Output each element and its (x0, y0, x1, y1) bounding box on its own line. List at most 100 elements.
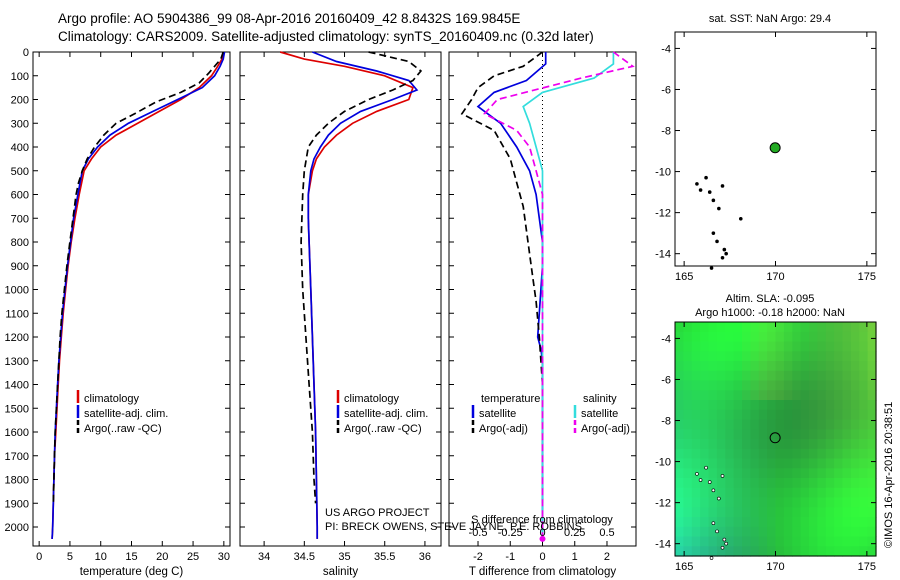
heatmap-cell (767, 478, 777, 489)
heatmap-cell (825, 487, 835, 499)
heatmap-cell (750, 507, 760, 518)
heatmap-cell (767, 507, 777, 518)
heatmap-cell (700, 497, 710, 508)
heatmap-cell (725, 409, 735, 421)
heatmap-cell (817, 400, 827, 411)
heatmap-cell (742, 361, 751, 372)
heatmap-cell (691, 361, 701, 372)
heatmap-cell (708, 409, 718, 421)
heatmap-cell (758, 419, 768, 430)
heatmap-cell (792, 370, 802, 382)
heatmap-cell (683, 380, 693, 391)
heatmap-cell (683, 507, 693, 518)
heatmap-cell (850, 370, 860, 382)
heatmap-cell (683, 497, 693, 508)
x-tick-label: 2 (604, 551, 610, 563)
heatmap-cell (825, 380, 835, 391)
heatmap-cell (675, 409, 684, 421)
heatmap-cell (700, 361, 710, 372)
heatmap-cell (700, 380, 710, 391)
heatmap-cell (800, 390, 810, 401)
heatmap-cell (708, 526, 718, 538)
heatmap-cell (700, 322, 710, 333)
heatmap-cell (825, 497, 835, 508)
heatmap-cell (691, 458, 701, 469)
heatmap-cell (783, 331, 793, 343)
heatmap-cell (733, 526, 743, 538)
series-line-argo-raw-qc- (52, 51, 225, 504)
land-point (698, 188, 703, 192)
heatmap-cell (750, 351, 760, 362)
heatmap-cell (834, 341, 844, 352)
heatmap-cell (800, 429, 810, 440)
x-tick-label: 36 (419, 551, 431, 563)
y-tick-label: 1700 (5, 451, 29, 463)
heatmap-cell (859, 497, 869, 508)
heatmap-cell (867, 526, 877, 538)
heatmap-cell (842, 351, 852, 362)
heatmap-cell (775, 390, 785, 401)
legend-entry-label: satellite (581, 408, 618, 420)
y-tick-label: 500 (11, 166, 29, 178)
heatmap-cell (817, 448, 827, 460)
heatmap-cell (675, 507, 684, 518)
heatmap-cell (842, 487, 852, 499)
heatmap-cell (842, 526, 852, 538)
heatmap-cell (850, 361, 860, 372)
heatmap-cell (867, 322, 877, 333)
heatmap-cell (867, 439, 877, 450)
heatmap-cell (683, 526, 693, 538)
heatmap-cell (792, 546, 802, 557)
heatmap-cell (700, 517, 710, 528)
heatmap-cell (834, 458, 844, 469)
heatmap-cell (834, 507, 844, 518)
heatmap-cell (775, 429, 785, 440)
heatmap-cell (800, 536, 810, 547)
heatmap-cell (775, 487, 785, 499)
heatmap-cell (691, 487, 701, 499)
heatmap-cell (850, 322, 860, 333)
series-line-salinity-argo-adj- (483, 51, 635, 539)
heatmap-cell (859, 370, 869, 382)
heatmap-cell (708, 351, 718, 362)
heatmap-cell (683, 351, 693, 362)
heatmap-cell (725, 517, 735, 528)
heatmap-cell (742, 546, 751, 557)
heatmap-cell (809, 517, 818, 528)
heatmap-cell (742, 331, 751, 343)
heatmap-cell (825, 322, 835, 333)
bottom-marker (539, 535, 546, 542)
heatmap-cell (850, 448, 860, 460)
heatmap-cell (750, 526, 760, 538)
heatmap-cell (834, 536, 844, 547)
heatmap-cell (809, 448, 818, 460)
heatmap-cell (809, 487, 818, 499)
heatmap-cell (783, 429, 793, 440)
heatmap-cell (767, 351, 777, 362)
heatmap-cell (725, 497, 735, 508)
series-line-satellite-adj-clim- (307, 51, 419, 539)
heatmap-cell (859, 478, 869, 489)
heatmap-cell (792, 478, 802, 489)
heatmap-cell (850, 439, 860, 450)
land-point (722, 537, 727, 542)
heatmap-cell (758, 380, 768, 391)
heatmap-cell (742, 380, 751, 391)
heatmap-cell (742, 390, 751, 401)
legend-entry-label: climatology (84, 393, 140, 405)
heatmap-cell (809, 429, 818, 440)
legend-entry-label: Argo(..raw -QC) (84, 423, 162, 435)
heatmap-cell (834, 487, 844, 499)
heatmap-cell (842, 429, 852, 440)
heatmap-cell (675, 546, 684, 557)
heatmap-cell (758, 361, 768, 372)
heatmap-cell (809, 419, 818, 430)
heatmap-cell (691, 526, 701, 538)
heatmap-cell (850, 419, 860, 430)
heatmap-cell (783, 380, 793, 391)
heatmap-cell (859, 458, 869, 469)
heatmap-cell (758, 478, 768, 489)
heatmap-cell (725, 468, 735, 479)
heatmap-cell (842, 380, 852, 391)
heatmap-cell (850, 497, 860, 508)
